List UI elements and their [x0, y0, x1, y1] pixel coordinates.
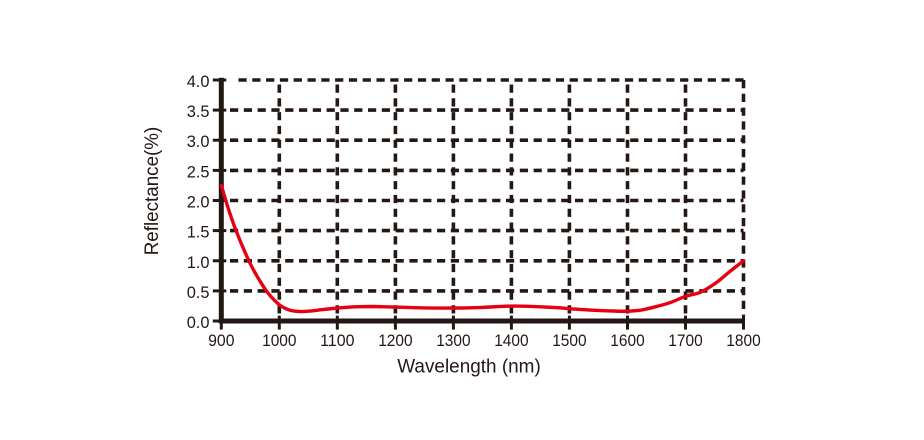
svg-text:1.0: 1.0: [187, 254, 210, 272]
svg-text:1400: 1400: [494, 332, 528, 350]
svg-text:1000: 1000: [262, 332, 296, 350]
svg-text:900: 900: [208, 332, 234, 350]
svg-text:2.0: 2.0: [187, 194, 210, 212]
svg-text:Wavelength (nm): Wavelength (nm): [397, 356, 541, 378]
svg-text:1800: 1800: [726, 332, 760, 350]
svg-text:0.5: 0.5: [187, 284, 210, 302]
svg-text:1700: 1700: [668, 332, 702, 350]
svg-text:0.0: 0.0: [187, 314, 210, 332]
svg-text:1200: 1200: [378, 332, 412, 350]
svg-text:3.5: 3.5: [187, 103, 210, 121]
svg-text:1.5: 1.5: [187, 224, 210, 242]
svg-text:1300: 1300: [436, 332, 470, 350]
svg-text:1500: 1500: [552, 332, 586, 350]
svg-text:2.5: 2.5: [187, 163, 210, 181]
svg-text:1600: 1600: [610, 332, 644, 350]
svg-text:3.0: 3.0: [187, 133, 210, 151]
svg-text:Reflectance(%): Reflectance(%): [142, 127, 163, 256]
svg-text:4.0: 4.0: [187, 73, 210, 91]
svg-text:1100: 1100: [320, 332, 354, 350]
